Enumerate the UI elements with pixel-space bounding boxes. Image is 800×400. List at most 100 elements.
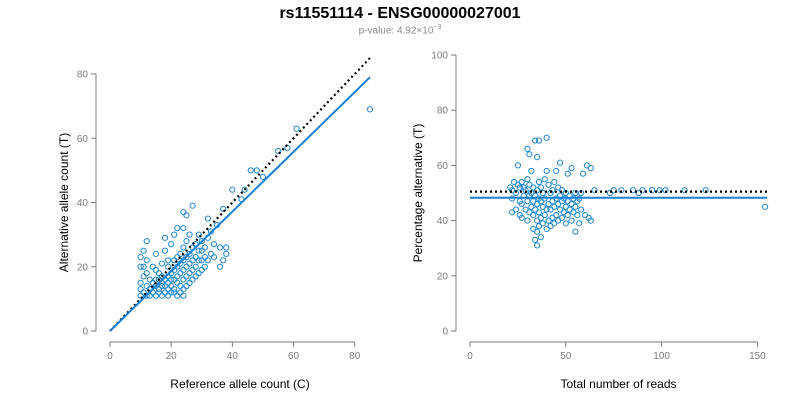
data-point xyxy=(155,270,163,277)
data-point xyxy=(152,292,159,299)
data-point xyxy=(537,234,544,241)
data-point xyxy=(578,206,585,213)
data-point xyxy=(180,209,187,216)
y-tick-label: 20 xyxy=(437,271,449,282)
data-point xyxy=(168,276,175,283)
data-point xyxy=(223,244,230,251)
data-point xyxy=(207,228,215,235)
allele-count-scatter-panel: 0 20 40 60 80 0 20 40 60 80 Reference allele count… xyxy=(57,57,374,391)
data-point xyxy=(171,231,178,238)
data-point xyxy=(180,225,187,232)
data-point xyxy=(137,286,144,293)
data-point xyxy=(195,247,202,254)
x-axis-title: Total number of reads xyxy=(560,377,676,391)
data-point xyxy=(140,273,147,280)
data-point xyxy=(366,106,374,113)
data-point xyxy=(180,257,187,264)
y-tick-label: 100 xyxy=(431,51,448,62)
x-tick-label: 20 xyxy=(166,351,178,362)
p-value-subtitle: p-value: 4.92×10−3 xyxy=(0,24,800,36)
data-point xyxy=(572,189,579,197)
reference-line xyxy=(109,57,371,332)
data-point xyxy=(198,247,205,254)
data-point xyxy=(541,176,548,183)
data-point xyxy=(174,279,181,286)
data-point xyxy=(186,270,193,277)
data-point xyxy=(537,184,544,191)
x-tick-label: 0 xyxy=(107,351,113,362)
data-point xyxy=(174,225,181,232)
data-point xyxy=(524,217,531,224)
data-point xyxy=(195,231,202,238)
data-point xyxy=(591,187,598,194)
x-tick-label: 0 xyxy=(467,351,473,362)
data-point xyxy=(186,250,193,257)
data-point xyxy=(514,162,522,169)
x-tick-label: 80 xyxy=(349,351,361,362)
data-point xyxy=(524,176,531,183)
data-point xyxy=(518,178,525,186)
data-point xyxy=(180,244,187,251)
data-point xyxy=(171,286,178,293)
data-point xyxy=(532,236,539,244)
data-point xyxy=(524,198,531,205)
data-point xyxy=(551,178,558,186)
data-point xyxy=(535,137,543,144)
data-point xyxy=(207,250,215,257)
data-point xyxy=(168,241,175,248)
x-tick-label: 60 xyxy=(288,351,300,362)
data-point xyxy=(195,257,202,264)
y-tick-label: 0 xyxy=(442,327,448,338)
data-point xyxy=(648,187,656,194)
data-point xyxy=(259,173,267,180)
y-tick-label: 20 xyxy=(77,262,89,273)
y-tick-label: 80 xyxy=(437,106,449,117)
data-point xyxy=(165,292,172,299)
data-point xyxy=(158,292,166,299)
data-point xyxy=(137,292,144,299)
data-point xyxy=(143,282,150,290)
data-point xyxy=(183,273,190,280)
data-point xyxy=(241,186,248,193)
data-point xyxy=(524,145,531,152)
data-point xyxy=(572,203,579,210)
y-tick-label: 60 xyxy=(437,161,449,172)
data-point xyxy=(543,167,550,175)
data-point xyxy=(564,170,571,177)
data-point xyxy=(137,254,144,261)
data-point xyxy=(549,187,556,194)
data-point xyxy=(180,266,187,274)
data-point xyxy=(574,211,581,219)
data-point xyxy=(545,181,552,188)
y-axis-title: Alternative allele count (T) xyxy=(57,133,71,272)
data-point xyxy=(556,159,564,166)
data-point xyxy=(201,244,208,251)
data-point xyxy=(183,212,190,219)
data-point xyxy=(541,211,548,219)
y-tick-label: 80 xyxy=(77,70,89,81)
y-tick-label: 60 xyxy=(77,134,89,145)
data-point xyxy=(275,148,282,155)
data-point xyxy=(158,282,166,290)
data-point xyxy=(183,254,190,261)
data-point xyxy=(198,257,205,264)
data-point xyxy=(229,186,236,193)
data-point xyxy=(618,187,625,194)
data-point xyxy=(512,189,520,197)
data-point xyxy=(533,154,541,161)
data-point xyxy=(189,202,196,209)
data-point xyxy=(155,286,163,293)
data-point xyxy=(702,187,709,194)
data-point xyxy=(189,276,196,283)
data-point xyxy=(558,214,566,221)
data-point xyxy=(168,289,175,296)
data-point xyxy=(180,286,187,293)
data-point xyxy=(171,276,178,283)
data-point xyxy=(535,209,543,216)
data-point xyxy=(201,254,208,261)
data-point xyxy=(198,266,205,274)
data-point xyxy=(564,211,571,219)
data-point xyxy=(533,228,541,235)
data-point xyxy=(562,220,569,227)
data-point xyxy=(522,187,529,194)
